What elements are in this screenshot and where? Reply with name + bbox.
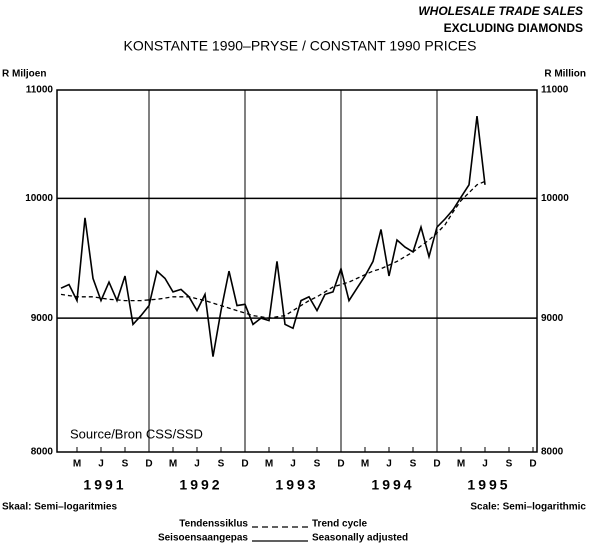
y-tick-label: 8000: [31, 447, 54, 458]
chart-subtitle: EXCLUDING DIAMONDS: [444, 21, 583, 35]
source: Source/Bron CSS/SSD: [70, 426, 203, 441]
x-tick-label: J: [98, 459, 104, 470]
y-axis-label: R Miljoen: [2, 69, 46, 80]
legend-label: Trend cycle: [312, 519, 367, 530]
y-tick-label: 10000: [25, 193, 53, 204]
x-tick-label: S: [218, 459, 225, 470]
year-label: 1993: [275, 477, 318, 493]
legend-label: Seasonally adjusted: [312, 533, 408, 544]
x-tick-label: M: [169, 459, 177, 470]
x-tick-label: M: [457, 459, 465, 470]
x-tick-label: D: [337, 459, 344, 470]
y-tick-label: 9000: [541, 313, 564, 324]
x-tick-label: J: [290, 459, 296, 470]
x-tick-label: D: [433, 459, 440, 470]
y-tick-label: 11000: [26, 85, 54, 96]
x-tick-label: J: [194, 459, 200, 470]
series-line: [60, 116, 486, 357]
scale-note: Scale: Semi–logarithmic: [470, 502, 586, 513]
y-tick-label: 8000: [541, 447, 564, 458]
scale-note: Skaal: Semi–logaritmies: [2, 502, 117, 513]
x-tick-label: D: [145, 459, 152, 470]
chart-subtitle: KONSTANTE 1990–PRYSE / CONSTANT 1990 PRI…: [124, 38, 477, 54]
plot-frame: [56, 89, 538, 453]
x-tick-label: D: [241, 459, 248, 470]
chart-title: WHOLESALE TRADE SALES: [418, 4, 583, 18]
x-tick-label: S: [506, 459, 513, 470]
year-label: 1992: [179, 477, 222, 493]
x-tick-label: M: [265, 459, 273, 470]
x-tick-label: D: [529, 459, 536, 470]
x-tick-label: J: [482, 459, 488, 470]
year-label: 1991: [83, 477, 126, 493]
x-tick-label: J: [386, 459, 392, 470]
series-line: [60, 180, 486, 319]
x-tick-label: S: [314, 459, 321, 470]
x-tick-label: S: [410, 459, 417, 470]
y-tick-label: 9000: [31, 313, 54, 324]
x-tick-label: S: [122, 459, 129, 470]
x-tick-label: M: [73, 459, 81, 470]
y-tick-label: 11000: [541, 85, 569, 96]
legend-label: Tendenssiklus: [179, 519, 248, 530]
legend-label: Seisoensaangepas: [158, 533, 248, 544]
x-tick-label: M: [361, 459, 369, 470]
y-axis-label: R Million: [544, 69, 586, 80]
year-label: 1994: [371, 477, 414, 493]
year-label: 1995: [467, 477, 510, 493]
y-tick-label: 10000: [541, 193, 569, 204]
